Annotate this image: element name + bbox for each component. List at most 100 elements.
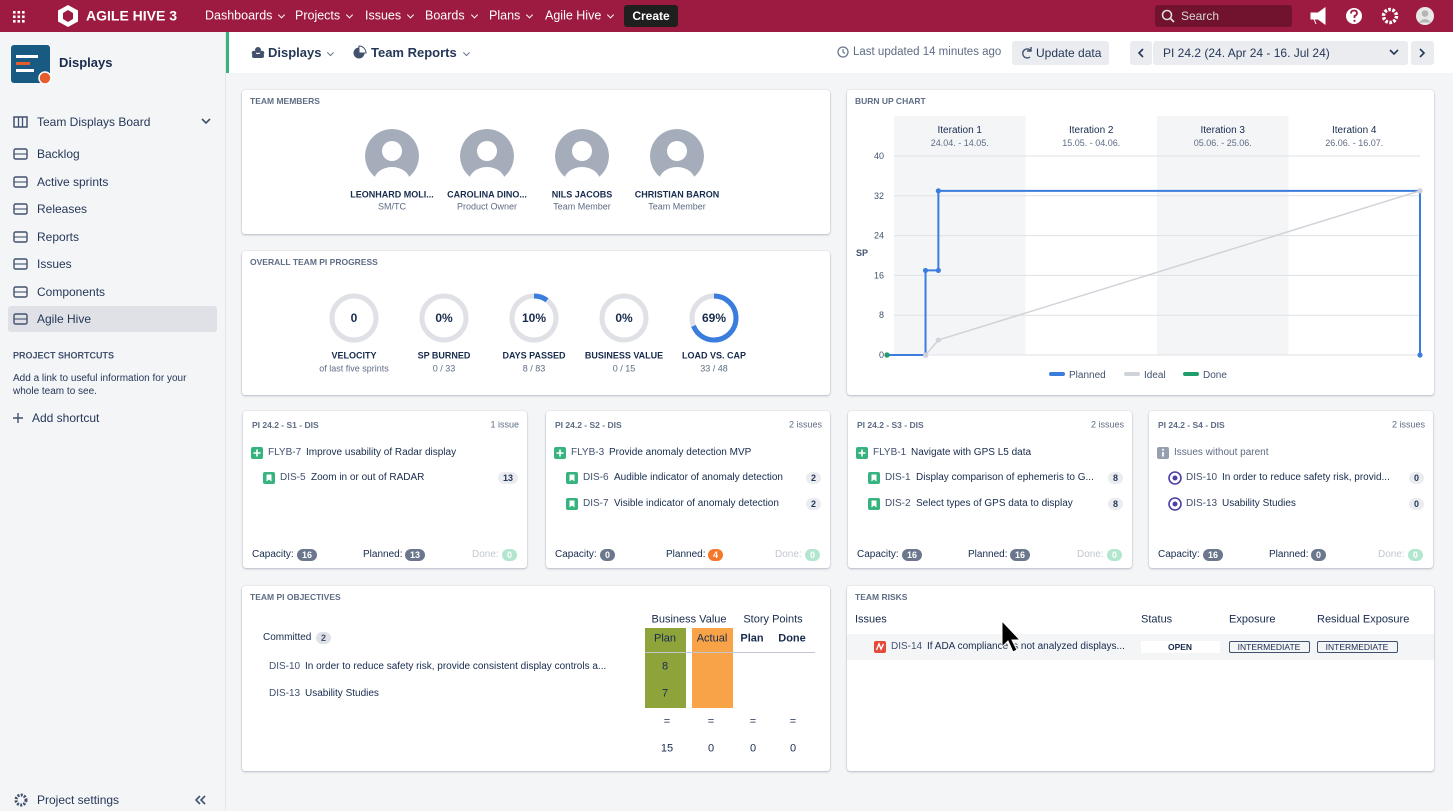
caret <box>278 11 286 19</box>
sidebar-item[interactable]: Active sprints <box>37 174 109 189</box>
issue-summary[interactable]: Display comparison of ephemeris to G... <box>916 472 1094 483</box>
sidebar-selected-item <box>8 306 217 332</box>
sidebar-item[interactable]: Agile Hive <box>37 311 92 326</box>
gauge-value: 0% <box>435 310 453 325</box>
add-shortcut[interactable]: Add shortcut <box>32 410 100 425</box>
pi-selector-label[interactable]: PI 24.2 (24. Apr 24 - 16. Jul 24) <box>1163 45 1330 60</box>
capacity-label: Capacity: <box>857 549 899 560</box>
risk-summary[interactable]: If ADA compliance is not analyzed displa… <box>927 641 1125 652</box>
issue-key[interactable]: FLYB-3 <box>571 447 605 458</box>
update-button-label[interactable]: Update data <box>1036 45 1102 60</box>
sprint-title: PI 24.2 - S4 - DIS <box>1158 419 1225 430</box>
issue-key[interactable]: FLYB-1 <box>873 447 907 458</box>
sidebar-item[interactable]: Issues <box>37 256 72 271</box>
shortcuts-title: PROJECT SHORTCUTS <box>13 350 115 361</box>
equals-sign: = <box>789 715 797 728</box>
caret <box>462 48 470 56</box>
card-title: TEAM PI OBJECTIVES <box>250 591 341 602</box>
capacity-badge: 0 <box>600 549 616 561</box>
top-menu-item[interactable]: Issues <box>365 9 415 24</box>
risk-key[interactable]: DIS-14 <box>891 641 923 652</box>
story-points-badge: 2 <box>806 498 822 510</box>
pi-prev-button[interactable] <box>1130 41 1152 65</box>
member-role: Team Member <box>648 201 706 212</box>
bv-plan-value: 8 <box>661 660 669 673</box>
bv-plan-value: 7 <box>661 687 669 700</box>
issue-summary[interactable]: Zoom in or out of RADAR <box>311 472 425 483</box>
issue-summary[interactable]: Usability Studies <box>1222 498 1296 509</box>
business-value-header: Business Value <box>651 613 727 626</box>
objective-summary[interactable]: In order to reduce safety risk, provide … <box>305 661 607 672</box>
sidebar-item[interactable]: Backlog <box>37 146 80 161</box>
story-points-badge: 0 <box>1409 472 1425 484</box>
top-menu-item[interactable]: Boards <box>425 9 479 24</box>
total-value: 0 <box>749 742 757 755</box>
pi-next-button[interactable] <box>1411 41 1434 65</box>
create-button-label[interactable]: Create <box>632 8 670 23</box>
equals-sign: = <box>749 715 757 728</box>
issue-key[interactable]: FLYB-7 <box>268 447 302 458</box>
bv-plan-column <box>645 628 686 708</box>
story-points-header: Story Points <box>743 613 803 626</box>
done-badge: 0 <box>502 549 518 561</box>
displays-menu[interactable]: Displays <box>268 45 335 61</box>
issue-key[interactable]: DIS-2 <box>885 498 911 509</box>
bv-plan-header: Plan <box>653 632 677 645</box>
sprint-title: PI 24.2 - S2 - DIS <box>555 419 622 430</box>
planned-label: Planned: <box>968 549 1008 560</box>
residual-lozenge <box>1317 641 1398 653</box>
sprint-count: 2 issues <box>1391 419 1425 430</box>
issue-key[interactable]: DIS-6 <box>583 472 609 483</box>
done-label: Done: <box>1077 549 1104 560</box>
gauge-value: 10% <box>521 310 547 325</box>
issue-summary[interactable]: Improve usability of Radar display <box>306 447 457 458</box>
planned-badge: 16 <box>1010 549 1031 561</box>
sidebar-item[interactable]: Releases <box>37 201 88 216</box>
member-role: Team Member <box>553 201 611 212</box>
member-name: CHRISTIAN BARON <box>634 189 720 200</box>
gauge-value: 0% <box>615 310 633 325</box>
caret <box>607 11 615 19</box>
issue-key[interactable]: DIS-7 <box>583 498 609 509</box>
objective-summary[interactable]: Usability Studies <box>305 688 379 699</box>
board-selector[interactable]: Team Displays Board <box>37 114 151 129</box>
gauge-label: SP BURNED <box>417 350 471 361</box>
team-reports-menu[interactable]: Team Reports <box>371 45 471 61</box>
member-role: SM/TC <box>378 201 406 212</box>
top-menu-item[interactable]: Agile Hive <box>545 9 615 24</box>
team-members-card <box>242 90 830 234</box>
issue-summary[interactable]: Visible indicator of anomaly detection <box>614 498 779 509</box>
issue-key[interactable]: DIS-1 <box>885 472 911 483</box>
create-button[interactable] <box>624 5 678 27</box>
status-lozenge <box>1141 641 1220 653</box>
issue-key[interactable]: DIS-10 <box>1186 472 1218 483</box>
top-menu-item[interactable]: Plans <box>489 9 534 24</box>
member-name: CAROLINA DINO... <box>447 189 527 200</box>
issue-summary[interactable]: Select types of GPS data to display <box>916 498 1073 509</box>
sidebar-item[interactable]: Reports <box>37 229 80 244</box>
done-badge: 0 <box>805 549 821 561</box>
header-rule <box>645 652 815 653</box>
issue-summary[interactable]: Navigate with GPS L5 data <box>911 447 1032 458</box>
story-points-badge: 0 <box>1409 498 1425 510</box>
story-points-badge: 8 <box>1108 498 1124 510</box>
top-menu-item[interactable]: Dashboards <box>205 9 286 24</box>
search-box[interactable] <box>1155 5 1292 27</box>
project-settings[interactable]: Project settings <box>37 792 120 807</box>
issue-summary[interactable]: Provide anomaly detection MVP <box>609 447 752 458</box>
issue-key[interactable]: DIS-5 <box>280 472 306 483</box>
planned-label: Planned: <box>666 549 706 560</box>
issue-summary[interactable]: In order to reduce safety risk, provid..… <box>1222 472 1390 483</box>
risk-residual: INTERMEDIATE <box>1325 641 1389 652</box>
top-menu-item[interactable]: Projects <box>295 9 354 24</box>
objective-key[interactable]: DIS-10 <box>269 661 301 672</box>
gauge-sub: 33 / 48 <box>700 363 728 374</box>
total-value: 0 <box>789 742 797 755</box>
issue-key[interactable]: DIS-13 <box>1186 498 1218 509</box>
issue-summary[interactable]: Audible indicator of anomaly detection <box>614 472 783 483</box>
objective-key[interactable]: DIS-13 <box>269 688 301 699</box>
sidebar-item[interactable]: Components <box>37 284 106 299</box>
gauge-label: DAYS PASSED <box>502 350 566 361</box>
sprint-card <box>243 411 527 568</box>
pi-selector[interactable] <box>1153 41 1408 65</box>
